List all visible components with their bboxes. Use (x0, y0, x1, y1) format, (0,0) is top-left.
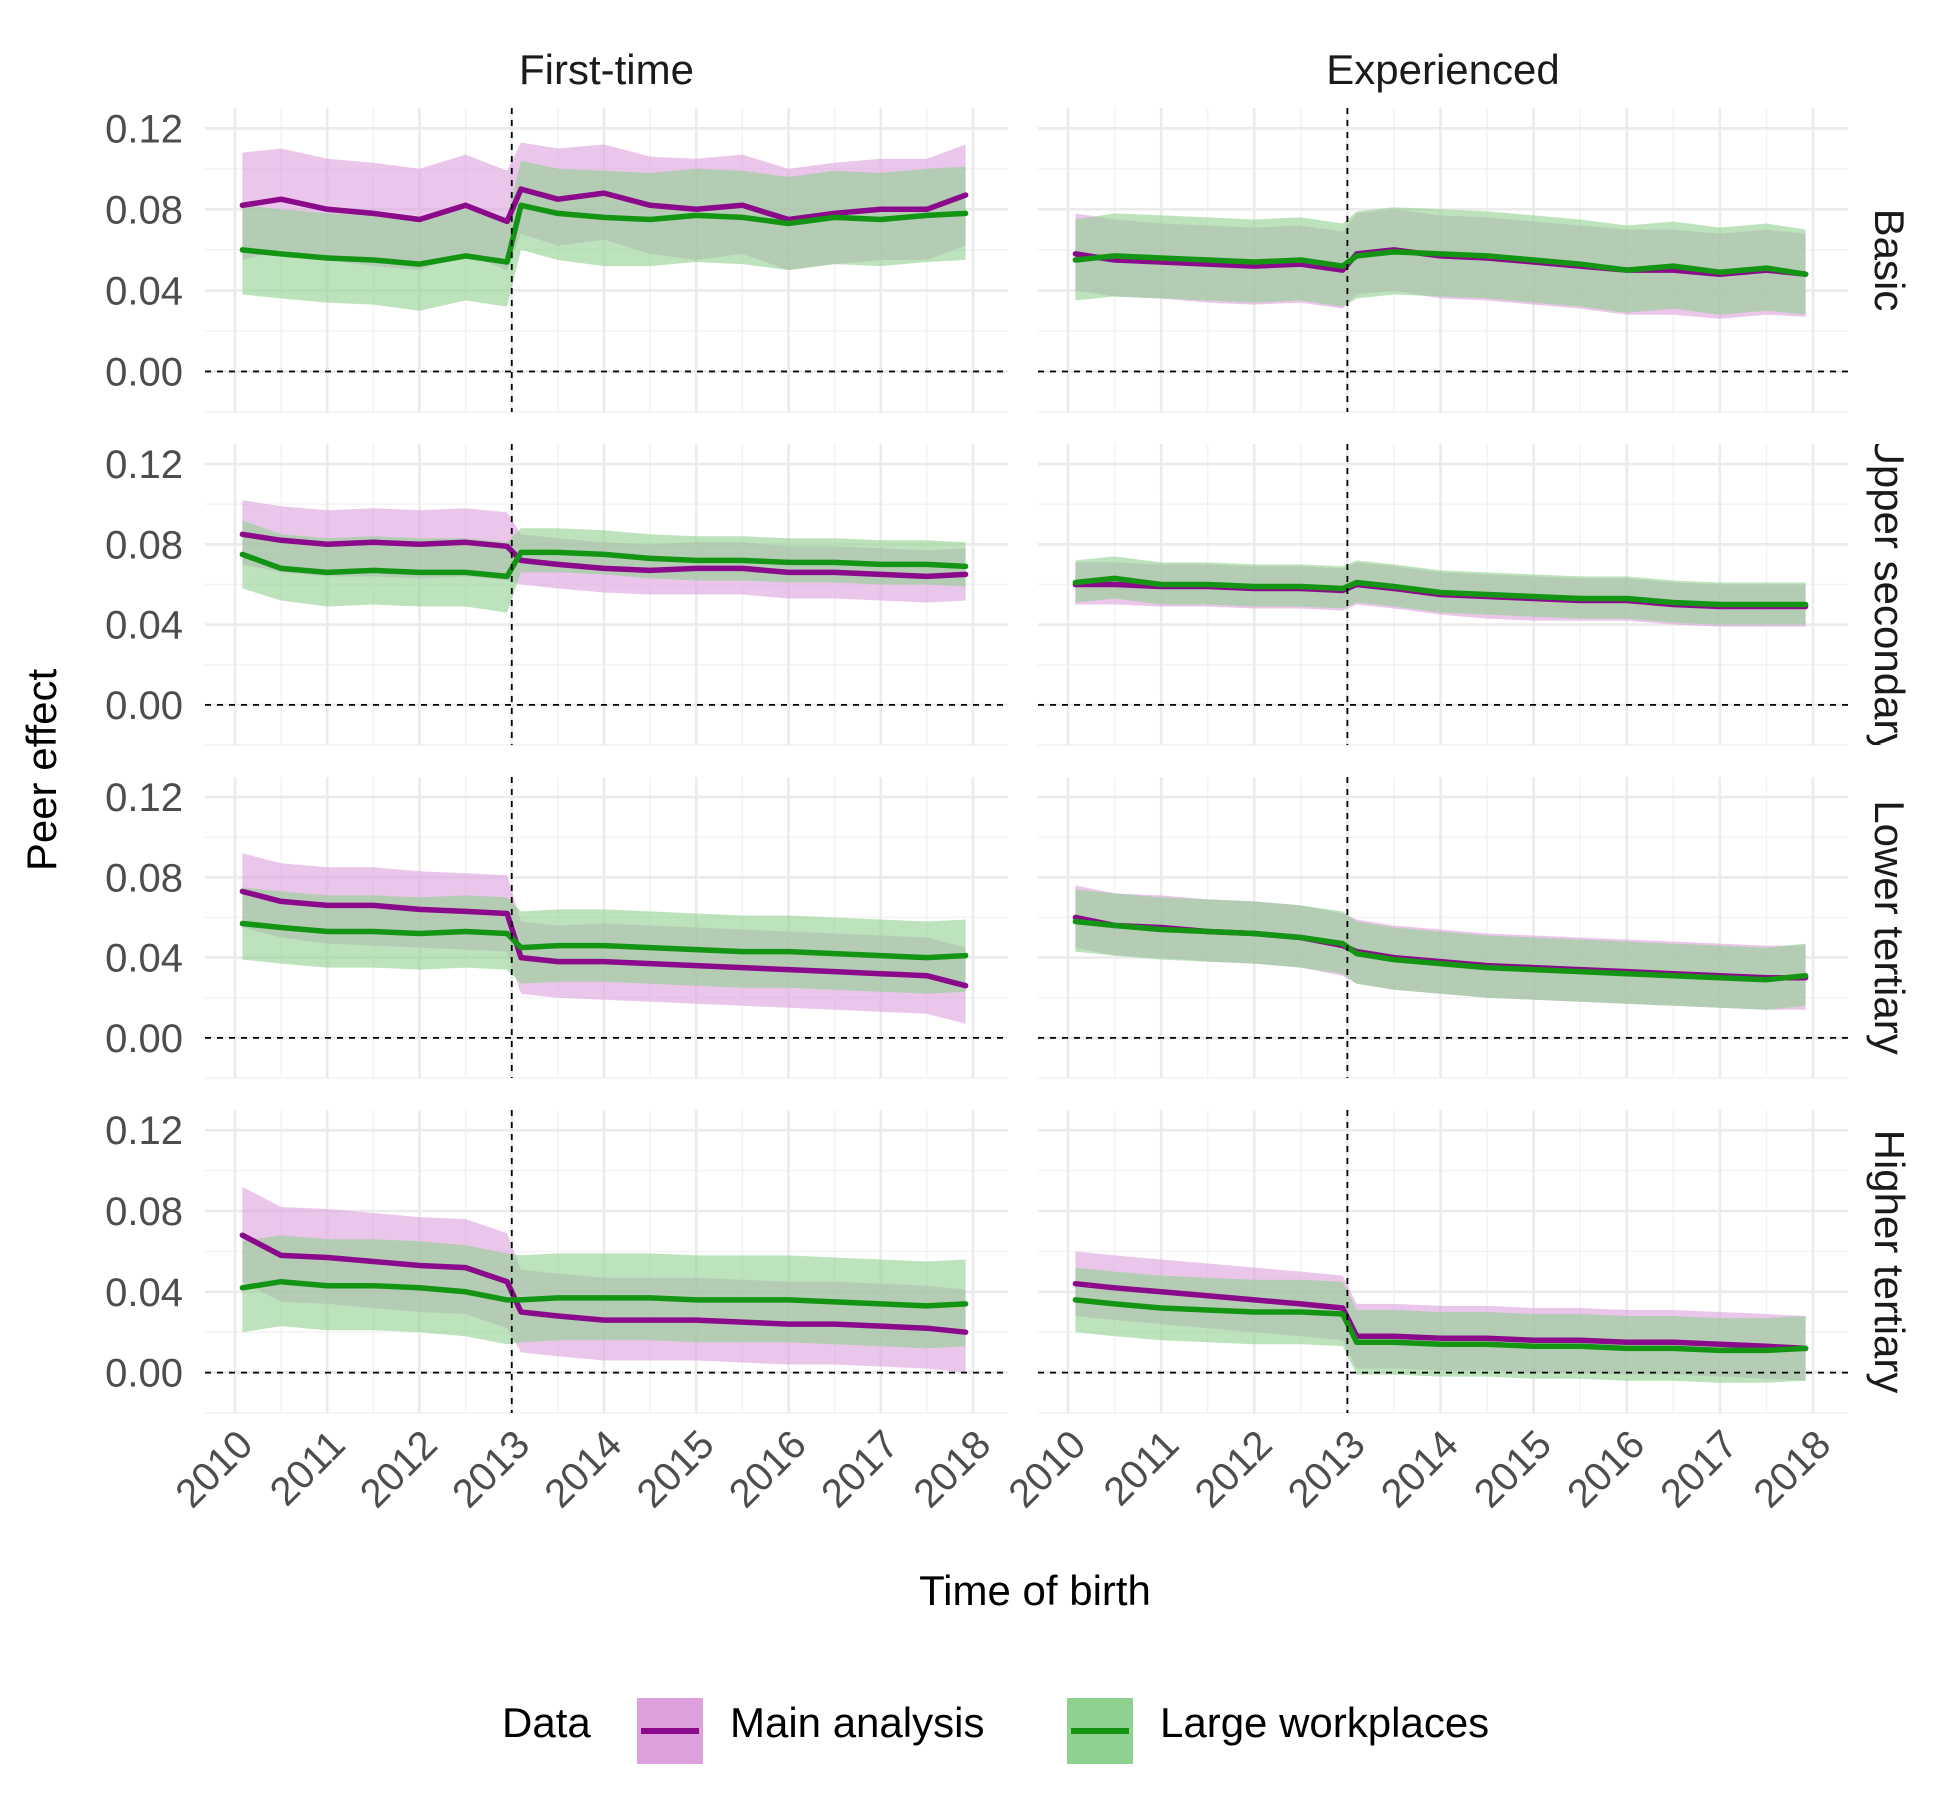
ci-band-large-workplaces (242, 160, 966, 311)
ci-band-large-workplaces (1075, 889, 1806, 1010)
panels-layer (205, 108, 1848, 1414)
y-tick-label: 0.08 (105, 1190, 183, 1234)
x-tick-label: 2018 (905, 1422, 999, 1516)
series-line-large-workplaces (239, 202, 969, 267)
strip-label-experienced: Experienced (1326, 46, 1559, 93)
panel-basic-first-time (205, 108, 1008, 413)
ci-band-large-workplaces (1075, 1267, 1806, 1383)
row-strip-higher-tertiary: Higher tertiary (1866, 1130, 1913, 1394)
x-tick-label: 2012 (1187, 1422, 1281, 1516)
series-line-large-workplaces (1072, 575, 1809, 608)
x-tick-label: 2016 (1559, 1422, 1653, 1516)
legend: Data Main analysis Large workplaces (502, 1698, 1489, 1764)
legend-entry-large-workplaces: Large workplaces (1067, 1698, 1489, 1764)
y-tick-label: 0.12 (105, 107, 183, 151)
data-layer (1072, 885, 1809, 1010)
data-layer (239, 1186, 969, 1373)
strip-label-first-time: First-time (519, 46, 694, 93)
x-tick-label: 2015 (1466, 1422, 1560, 1516)
y-axis-title: Peer effect (18, 668, 65, 871)
y-tick-label: 0.08 (105, 856, 183, 900)
series-line-main-analysis (1072, 1280, 1809, 1352)
data-layer (239, 853, 969, 1024)
legend-label-large-workplaces: Large workplaces (1160, 1699, 1489, 1746)
series-line-large-workplaces (1072, 1297, 1809, 1354)
y-tick-label: 0.00 (105, 1352, 183, 1396)
ci-band-large-workplaces (1075, 207, 1806, 315)
y-tick-label: 0.00 (105, 1017, 183, 1061)
x-tick-label: 2010 (167, 1422, 261, 1516)
x-axis-title: Time of birth (919, 1567, 1151, 1614)
x-tick-label: 2011 (262, 1422, 354, 1514)
x-tick-label: 2012 (352, 1422, 446, 1516)
data-layer (239, 142, 969, 311)
y-tick-label: 0.12 (105, 1109, 183, 1153)
panel-upper-secondary-experienced (1038, 444, 1848, 746)
x-tick-label: 2015 (629, 1422, 723, 1516)
y-tick-label: 0.04 (105, 604, 183, 648)
x-tick-label: 2017 (1652, 1422, 1746, 1516)
y-tick-label: 0.12 (105, 443, 183, 487)
row-strip-basic: Basic (1866, 209, 1913, 312)
panel-basic-experienced (1038, 108, 1848, 413)
x-tick-label: 2018 (1745, 1422, 1839, 1516)
panel-higher-tertiary-experienced (1038, 1110, 1848, 1414)
series-line-large-workplaces (1072, 918, 1809, 983)
strip-label-basic: Basic (1866, 209, 1913, 312)
y-tick-label: 0.12 (105, 776, 183, 820)
series-line-main-analysis (239, 186, 969, 225)
x-tick-label: 2013 (444, 1422, 538, 1516)
series-line-large-workplaces (239, 1278, 969, 1309)
data-layer (1072, 556, 1809, 627)
strip-label-lower-tertiary: Lower tertiary (1866, 800, 1913, 1054)
series-line-main-analysis (239, 1232, 969, 1335)
series-line-large-workplaces (1072, 249, 1809, 277)
series-line-main-analysis (239, 888, 969, 989)
x-tick-label: 2013 (1280, 1422, 1374, 1516)
x-tick-label: 2011 (1096, 1422, 1188, 1514)
panel-higher-tertiary-first-time (205, 1110, 1008, 1414)
strip-label-upper-secondary: Upper secondary (1866, 435, 1913, 755)
series-line-large-workplaces (239, 549, 969, 580)
row-strip-lower-tertiary: Lower tertiary (1866, 800, 1913, 1054)
x-tick-label: 2010 (1000, 1422, 1094, 1516)
strip-label-higher-tertiary: Higher tertiary (1866, 1130, 1913, 1394)
x-tick-label: 2016 (721, 1422, 815, 1516)
y-tick-label: 0.08 (105, 523, 183, 567)
y-tick-label: 0.04 (105, 269, 183, 313)
panel-lower-tertiary-first-time (205, 777, 1008, 1079)
panel-upper-secondary-first-time (205, 444, 1008, 746)
x-tick-label: 2014 (1373, 1422, 1467, 1516)
y-tick-label: 0.00 (105, 684, 183, 728)
legend-title: Data (502, 1699, 591, 1746)
legend-label-main-analysis: Main analysis (730, 1699, 984, 1746)
data-layer (239, 500, 969, 613)
legend-entry-main-analysis: Main analysis (637, 1698, 984, 1764)
y-tick-label: 0.08 (105, 188, 183, 232)
y-tick-label: 0.04 (105, 937, 183, 981)
data-layer (1072, 207, 1809, 319)
row-strip-upper-secondary: Upper secondary (1866, 435, 1913, 755)
data-layer (1072, 1251, 1809, 1383)
y-tick-label: 0.04 (105, 1271, 183, 1315)
y-tick-label: 0.00 (105, 350, 183, 394)
x-tick-label: 2014 (536, 1422, 630, 1516)
series-line-large-workplaces (239, 920, 969, 961)
series-line-main-analysis (239, 531, 969, 580)
x-tick-label: 2017 (813, 1422, 907, 1516)
panel-lower-tertiary-experienced (1038, 777, 1848, 1079)
